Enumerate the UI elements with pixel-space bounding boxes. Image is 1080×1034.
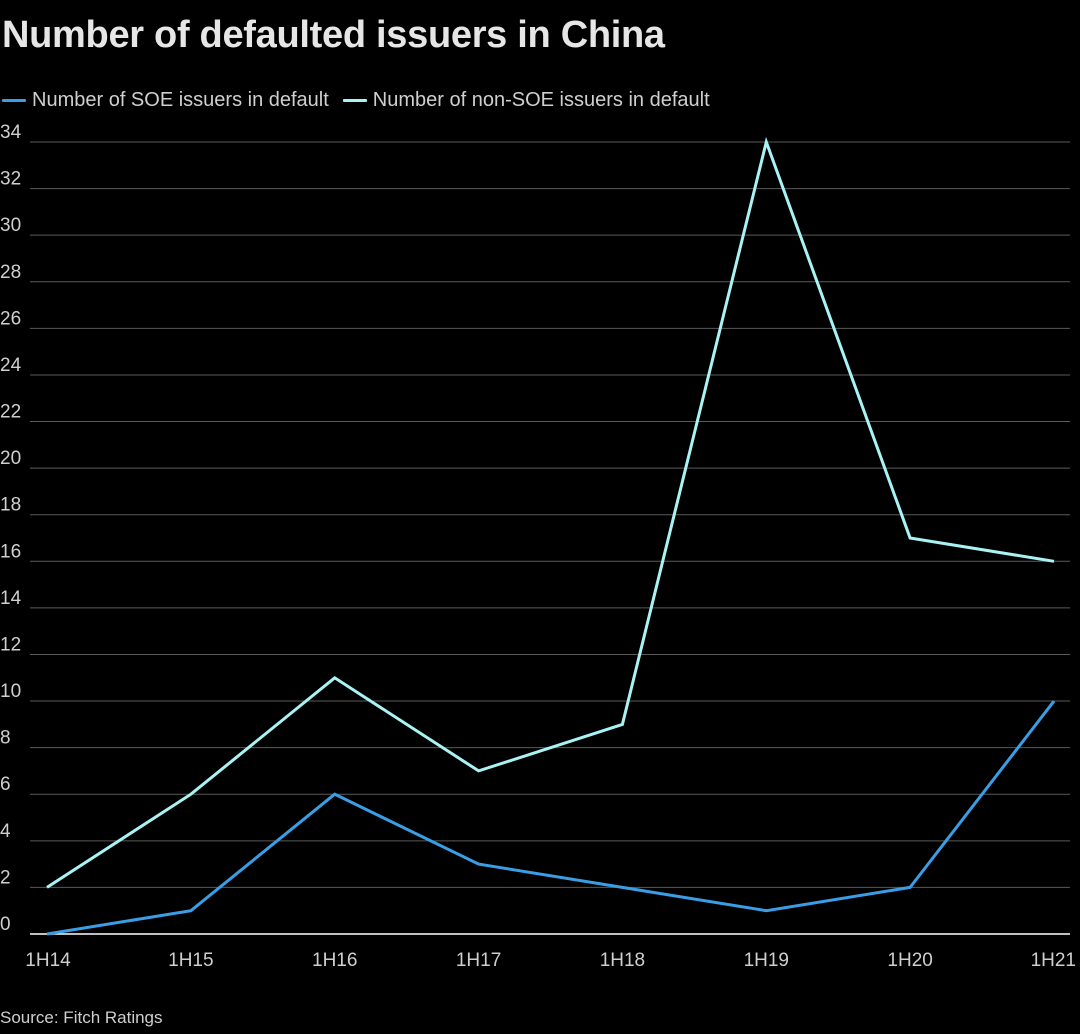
source-note: Source: Fitch Ratings — [0, 1008, 163, 1027]
chart-legend: Number of SOE issuers in default Number … — [2, 86, 724, 114]
y-tick-label: 14 — [0, 588, 22, 609]
chart-title: Number of defaulted issuers in China — [2, 14, 665, 56]
legend-item-non-soe: Number of non-SOE issuers in default — [342, 88, 710, 112]
y-tick-label: 34 — [0, 122, 22, 143]
y-tick-label: 20 — [0, 448, 21, 469]
x-tick-label: 1H16 — [312, 950, 357, 971]
gridlines — [30, 141, 1070, 935]
y-tick-label: 2 — [0, 867, 11, 888]
y-tick-label: 18 — [0, 495, 21, 516]
y-tick-label: 30 — [0, 215, 21, 236]
series-line-soe — [46, 700, 1056, 936]
y-tick-label: 22 — [0, 402, 21, 423]
x-tick-label: 1H15 — [168, 950, 213, 971]
y-tick-label: 4 — [0, 821, 11, 842]
y-tick-label: 8 — [0, 728, 11, 749]
y-tick-label: 12 — [0, 634, 21, 655]
x-axis-tick-labels: 1H14 1H15 1H16 1H17 1H18 1H19 1H20 1H21 — [25, 950, 1076, 971]
y-tick-label: 10 — [0, 681, 21, 702]
x-tick-label: 1H20 — [887, 950, 932, 971]
x-tick-label: 1H17 — [456, 950, 501, 971]
x-tick-label: 1H19 — [744, 950, 789, 971]
legend-item-soe: Number of SOE issuers in default — [2, 89, 329, 112]
y-tick-label: 32 — [0, 169, 21, 190]
y-tick-label: 16 — [0, 541, 21, 562]
legend-label-non-soe: Number of non-SOE issuers in default — [372, 88, 710, 111]
x-tick-label: 1H18 — [600, 950, 645, 971]
y-tick-label: 0 — [0, 914, 11, 935]
y-tick-label: 24 — [0, 355, 22, 376]
y-tick-label: 26 — [0, 308, 21, 329]
legend-swatch-soe — [2, 98, 26, 102]
y-tick-label: 28 — [0, 262, 21, 283]
series-lines — [46, 136, 1056, 936]
x-tick-label: 1H21 — [1031, 950, 1076, 971]
y-tick-label: 6 — [0, 774, 11, 795]
legend-label-soe: Number of SOE issuers in default — [32, 88, 329, 111]
x-tick-label: 1H14 — [25, 950, 71, 971]
legend-swatch-non-soe — [342, 98, 367, 102]
series-line-non-soe — [46, 136, 1055, 889]
